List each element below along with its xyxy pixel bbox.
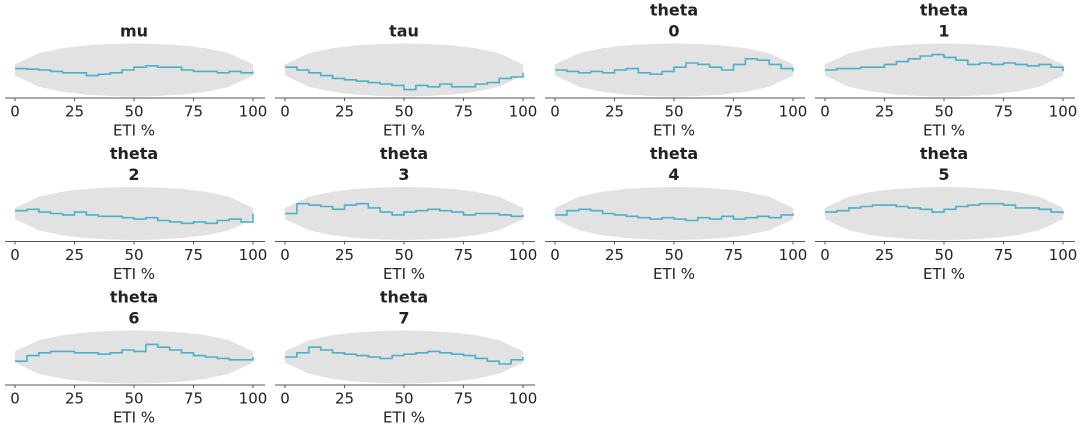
x-tick-label: 50 bbox=[664, 246, 683, 264]
subplot-title: 5 bbox=[938, 165, 949, 184]
subplot-title: theta bbox=[110, 288, 158, 307]
envelope bbox=[825, 186, 1063, 241]
x-tick-label: 0 bbox=[280, 103, 290, 121]
envelope bbox=[825, 43, 1063, 97]
subplot-title: mu bbox=[120, 22, 148, 41]
x-tick-label: 25 bbox=[65, 246, 84, 264]
x-tick-label: 25 bbox=[65, 390, 84, 408]
x-tick-label: 100 bbox=[779, 246, 808, 264]
x-tick-label: 0 bbox=[820, 103, 830, 121]
subplot-title: theta bbox=[920, 144, 968, 163]
x-tick-label: 100 bbox=[239, 246, 268, 264]
x-axis-label: ETI % bbox=[383, 409, 425, 427]
x-tick-label: 50 bbox=[124, 103, 143, 121]
x-tick-label: 75 bbox=[994, 246, 1013, 264]
x-tick-label: 100 bbox=[779, 103, 808, 121]
ecdf-line bbox=[285, 346, 524, 365]
envelope bbox=[15, 330, 253, 384]
x-tick-label: 100 bbox=[509, 103, 538, 121]
subplot-title: theta bbox=[380, 144, 428, 163]
x-tick-label: 100 bbox=[239, 103, 268, 121]
x-tick-label: 100 bbox=[1049, 246, 1078, 264]
ecdf-line bbox=[15, 208, 254, 225]
envelope bbox=[15, 186, 253, 241]
subplot-title: tau bbox=[389, 22, 419, 41]
ecdf-line bbox=[555, 208, 794, 222]
subplot-title: theta bbox=[650, 144, 698, 163]
x-tick-label: 50 bbox=[394, 103, 413, 121]
x-tick-label: 75 bbox=[184, 246, 203, 264]
x-axis-label: ETI % bbox=[653, 265, 695, 283]
x-tick-label: 75 bbox=[454, 246, 473, 264]
subplot-title: theta bbox=[110, 144, 158, 163]
x-tick-label: 50 bbox=[934, 103, 953, 121]
subplot-title: 0 bbox=[668, 22, 679, 41]
ecdf-line bbox=[285, 202, 524, 218]
x-tick-label: 25 bbox=[65, 103, 84, 121]
x-axis-label: ETI % bbox=[923, 265, 965, 283]
x-tick-label: 100 bbox=[1049, 103, 1078, 121]
x-axis-label: ETI % bbox=[113, 409, 155, 427]
x-tick-label: 25 bbox=[605, 103, 624, 121]
x-tick-label: 0 bbox=[550, 246, 560, 264]
x-tick-label: 75 bbox=[184, 103, 203, 121]
x-tick-label: 50 bbox=[394, 390, 413, 408]
x-tick-label: 25 bbox=[875, 103, 894, 121]
x-tick-label: 100 bbox=[239, 390, 268, 408]
x-tick-label: 25 bbox=[335, 103, 354, 121]
x-tick-label: 50 bbox=[124, 390, 143, 408]
x-tick-label: 0 bbox=[550, 103, 560, 121]
x-tick-label: 0 bbox=[280, 246, 290, 264]
ecdf-line bbox=[555, 58, 794, 75]
x-tick-label: 75 bbox=[724, 103, 743, 121]
subplot-title: 4 bbox=[668, 165, 679, 184]
x-axis-label: ETI % bbox=[653, 122, 695, 140]
x-tick-label: 100 bbox=[509, 246, 538, 264]
subplot-title: theta bbox=[650, 1, 698, 20]
envelope bbox=[555, 186, 793, 241]
x-axis-label: ETI % bbox=[383, 122, 425, 140]
subplot-title: 3 bbox=[398, 165, 409, 184]
x-tick-label: 25 bbox=[605, 246, 624, 264]
x-tick-label: 25 bbox=[875, 246, 894, 264]
x-tick-label: 75 bbox=[454, 390, 473, 408]
ecdf-line bbox=[825, 202, 1064, 214]
subplot-title: 1 bbox=[938, 22, 949, 41]
x-tick-label: 25 bbox=[335, 390, 354, 408]
ecdf-line bbox=[285, 66, 524, 91]
x-tick-label: 0 bbox=[10, 390, 20, 408]
x-axis-label: ETI % bbox=[113, 122, 155, 140]
x-tick-label: 0 bbox=[820, 246, 830, 264]
x-axis-label: ETI % bbox=[923, 122, 965, 140]
subplot-title: 2 bbox=[128, 165, 139, 184]
x-tick-label: 50 bbox=[934, 246, 953, 264]
x-tick-label: 0 bbox=[280, 390, 290, 408]
x-tick-label: 50 bbox=[664, 103, 683, 121]
x-tick-label: 75 bbox=[724, 246, 743, 264]
subplot-title: theta bbox=[380, 288, 428, 307]
ecdf-line bbox=[825, 53, 1064, 72]
ecdf-line bbox=[15, 343, 254, 362]
x-tick-label: 0 bbox=[10, 103, 20, 121]
subplot-title: theta bbox=[920, 1, 968, 20]
subplot-title: 7 bbox=[398, 309, 409, 328]
x-tick-label: 25 bbox=[335, 246, 354, 264]
x-tick-label: 50 bbox=[124, 246, 143, 264]
x-tick-label: 75 bbox=[184, 390, 203, 408]
envelope bbox=[285, 330, 523, 384]
x-axis-label: ETI % bbox=[113, 265, 155, 283]
x-axis-label: ETI % bbox=[383, 265, 425, 283]
ecdf-line bbox=[15, 65, 254, 77]
subplot-title: 6 bbox=[128, 309, 139, 328]
x-tick-label: 75 bbox=[454, 103, 473, 121]
x-tick-label: 100 bbox=[509, 390, 538, 408]
envelope bbox=[285, 43, 523, 97]
x-tick-label: 50 bbox=[394, 246, 413, 264]
x-tick-label: 75 bbox=[994, 103, 1013, 121]
x-tick-label: 0 bbox=[10, 246, 20, 264]
